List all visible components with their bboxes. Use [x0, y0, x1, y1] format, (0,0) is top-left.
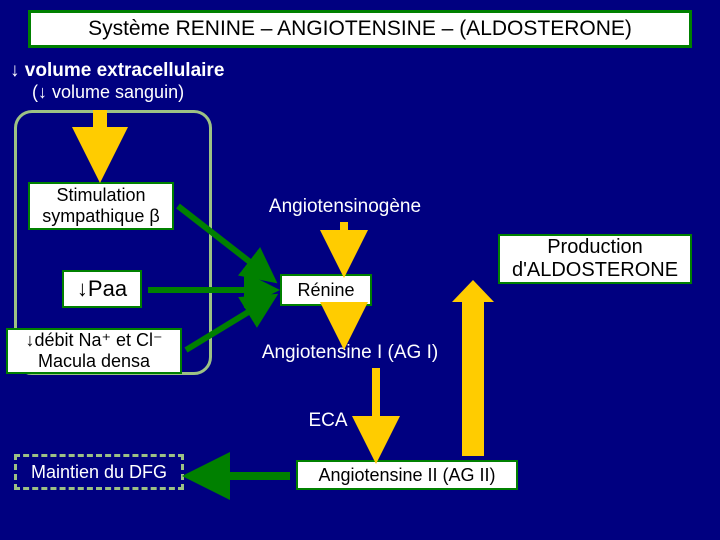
arrow-angii-aldo-shaft [462, 300, 484, 456]
paa-box: ↓Paa [62, 270, 142, 308]
aldosterone-box: Production d'ALDOSTERONE [498, 234, 692, 284]
debit-box: ↓débit Na⁺ et Cl⁻ Macula densa [6, 328, 182, 374]
angiotensine2-box: Angiotensine II (AG II) [296, 460, 518, 490]
eca-text: ECA [298, 410, 358, 432]
debit-line1: ↓débit Na⁺ et Cl⁻ [25, 330, 162, 351]
arrow-angii-aldo-head [452, 280, 494, 302]
stim-box: Stimulation sympathique β [28, 182, 174, 230]
trigger-line2: (↓ volume sanguin) [32, 82, 184, 103]
renine-box: Rénine [280, 274, 372, 306]
aldo-line2: d'ALDOSTERONE [512, 259, 678, 282]
title-bar: Système RENINE – ANGIOTENSINE – (ALDOSTE… [28, 10, 692, 48]
debit-line2: Macula densa [38, 351, 150, 372]
trigger-line1: ↓ volume extracellulaire [10, 60, 224, 82]
angiotensine1-text: Angiotensine I (AG I) [250, 342, 450, 364]
angiotensinogene-text: Angiotensinogène [250, 196, 440, 218]
dfg-box: Maintien du DFG [14, 454, 184, 490]
aldo-line1: Production [547, 236, 643, 259]
